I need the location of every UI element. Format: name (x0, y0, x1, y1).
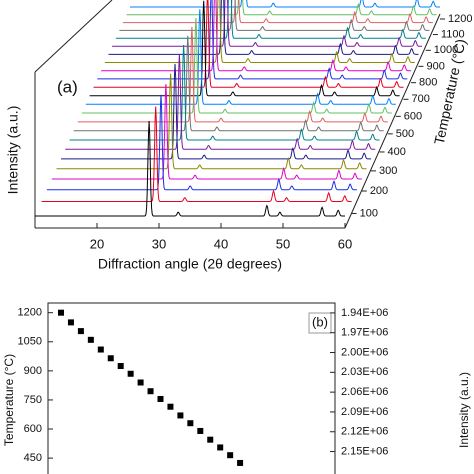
point (107, 355, 114, 362)
x-tick-label: 50 (276, 236, 290, 251)
trace (101, 0, 412, 72)
x-tick-label: 20 (90, 236, 104, 251)
trace (85, 9, 396, 105)
trace (77, 26, 388, 123)
z-tick-label: 1000 (434, 44, 458, 56)
point (58, 309, 64, 316)
y2-tick-label: 2.00E+06 (341, 346, 388, 358)
point (207, 436, 214, 443)
trace (97, 0, 408, 80)
z-tick-label: 100 (360, 207, 378, 219)
trace (104, 0, 415, 63)
y-tick-label: 450 (24, 452, 42, 464)
point (217, 444, 224, 451)
point (197, 427, 204, 434)
x-axis-label: Diffraction angle (2θ degrees) (98, 256, 282, 272)
point (227, 452, 234, 459)
z-tick-label: 200 (370, 185, 388, 197)
y2-tick-label: 2.03E+06 (341, 366, 388, 378)
z-tick-label: 400 (388, 146, 406, 158)
x-tick-label: 60 (338, 236, 352, 251)
trace (126, 0, 437, 16)
z-tick-label: 1200 (448, 13, 472, 25)
trace (115, 0, 426, 39)
trace (112, 0, 423, 47)
panel-label: (a) (57, 77, 78, 96)
y2-tick-label: 2.15E+06 (341, 445, 388, 457)
label-box (308, 312, 332, 334)
y-axis-label: Temperature (°C) (2, 354, 16, 446)
y2-tick-label: 1.97E+06 (341, 327, 388, 339)
trace (61, 63, 371, 160)
z-tick-label: 900 (426, 60, 444, 72)
z-tick-label: 300 (379, 165, 397, 177)
z-tick-label: 800 (419, 77, 437, 89)
point (117, 363, 124, 370)
x-tick-label: 30 (152, 236, 166, 251)
z-tick-label: 600 (404, 110, 422, 122)
trace (119, 0, 430, 31)
y-tick-label: 900 (24, 365, 42, 377)
y-tick-label: 1050 (18, 336, 42, 348)
trace (65, 54, 376, 150)
point (157, 395, 164, 402)
x-tick-label: 40 (214, 236, 228, 251)
point (127, 370, 134, 377)
wall-edge (34, 0, 113, 73)
trace (89, 0, 400, 97)
z-tick-label: 700 (411, 93, 429, 105)
y2-tick-label: 2.06E+06 (341, 386, 388, 398)
trace (69, 44, 380, 141)
y2-axis-label: Intensity (a.u.) (457, 372, 471, 448)
trace (81, 17, 392, 114)
point (187, 420, 194, 427)
y2-tick-label: 1.94E+06 (341, 307, 388, 319)
z-axis (344, 13, 441, 229)
point (87, 336, 94, 343)
trace (108, 0, 419, 55)
y2-tick-label: 2.12E+06 (341, 426, 388, 438)
trace (93, 0, 404, 88)
point (67, 319, 74, 326)
plot-frame (47, 302, 336, 474)
y-tick-label: 600 (24, 423, 42, 435)
trace (56, 73, 367, 170)
y-axis-label: Intensity (a.u.) (5, 106, 21, 195)
point (147, 388, 154, 395)
y-tick-label: 1200 (18, 307, 42, 319)
point (177, 412, 184, 419)
panel-label: (b) (312, 314, 328, 329)
trace (122, 0, 433, 24)
point (77, 328, 84, 335)
trace (35, 120, 345, 217)
trace (51, 83, 362, 180)
point (137, 379, 144, 386)
trace (130, 0, 440, 8)
trace (41, 106, 352, 202)
trace (46, 94, 357, 191)
z-tick-label: 1100 (441, 28, 465, 40)
z-tick-label: 500 (396, 128, 414, 140)
trace (73, 35, 384, 132)
point (237, 459, 244, 466)
point (167, 403, 174, 410)
y2-tick-label: 2.09E+06 (341, 406, 388, 418)
y-tick-label: 750 (24, 394, 42, 406)
point (97, 346, 104, 353)
